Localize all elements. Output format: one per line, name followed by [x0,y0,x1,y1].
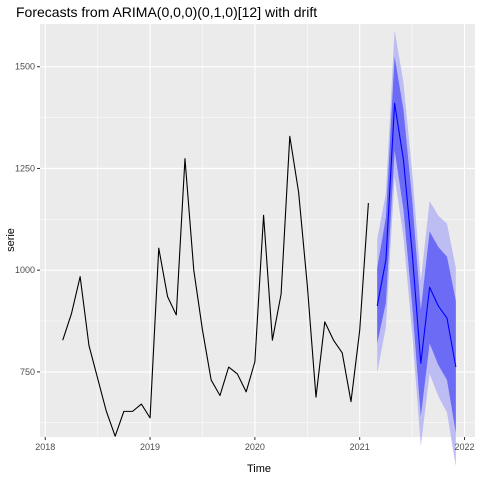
x-axis-label: Time [247,463,271,475]
y-axis: 750 1000 1250 1500 [15,62,40,377]
x-axis: 2018 2019 2020 2021 2022 [35,437,475,452]
y-tick-label: 1000 [15,265,35,275]
x-tick-label: 2018 [35,442,55,452]
x-tick-label: 2020 [245,442,265,452]
y-tick-label: 1250 [15,163,35,173]
y-axis-label: serie [5,228,17,252]
pi80-band [377,56,456,433]
y-tick-label: 1500 [15,62,35,72]
series-lines [62,102,457,437]
chart-title: Forecasts from ARIMA(0,0,0)(0,1,0)[12] w… [16,4,317,20]
x-tick-label: 2021 [350,442,370,452]
prediction-intervals [377,30,456,467]
x-tick-label: 2019 [140,442,160,452]
y-tick-label: 750 [20,367,35,377]
forecast-line [376,102,457,368]
x-tick-label: 2022 [455,442,475,452]
observed-line [62,135,369,437]
